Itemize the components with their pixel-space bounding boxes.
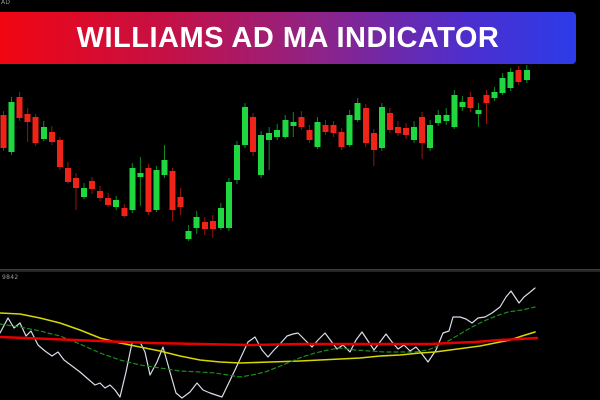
candle-up <box>475 110 482 114</box>
candle-up <box>443 115 450 121</box>
candle-down <box>56 140 63 167</box>
candle-up <box>225 182 232 228</box>
candle-up <box>499 78 506 93</box>
candle-up <box>153 170 160 210</box>
ma-signal-red-line <box>0 335 539 347</box>
candle-up <box>129 168 136 210</box>
candle-down <box>386 113 393 130</box>
candle-down <box>121 208 128 216</box>
candle-up <box>185 231 192 239</box>
candle-down <box>105 198 112 205</box>
candle-up <box>161 160 168 175</box>
banner-title-text: WILLIAMS AD MA INDICATOR <box>76 21 500 54</box>
candle-down <box>306 130 313 140</box>
candle-up <box>346 115 353 145</box>
candle-down <box>419 117 426 143</box>
candle-down <box>403 128 409 135</box>
candle-down <box>483 95 490 103</box>
candle-down <box>330 125 337 133</box>
candle-down <box>370 133 377 150</box>
title-banner: WILLIAMS AD MA INDICATOR <box>0 12 576 64</box>
candle-up <box>290 122 297 126</box>
candle-up <box>523 70 530 80</box>
candle-up <box>314 122 321 147</box>
candle-down <box>467 97 474 108</box>
candle-up <box>435 115 442 123</box>
candle-down <box>201 222 208 229</box>
candle-down <box>338 132 345 147</box>
candle-up <box>427 125 434 148</box>
candle-up <box>217 208 224 228</box>
candle-up <box>258 135 265 175</box>
candle-down <box>298 117 305 127</box>
candle-down <box>72 178 79 188</box>
candle-down <box>16 97 23 118</box>
candle-up <box>193 217 200 228</box>
candle-down <box>0 115 7 148</box>
candle-up <box>81 188 87 197</box>
candle-down <box>515 70 522 82</box>
candle-up <box>233 145 240 180</box>
candle-up <box>378 107 385 148</box>
chart-title-label: AD <box>1 0 11 6</box>
candle-down <box>145 168 152 212</box>
candle-up <box>459 102 466 107</box>
candle-up <box>507 72 514 88</box>
candle-down <box>48 132 55 142</box>
candle-up <box>282 120 289 137</box>
candle-down <box>64 168 71 182</box>
ma-fast-green-dotted-line <box>0 306 536 378</box>
candle-up <box>113 200 120 207</box>
ma-slow-yellow-line <box>0 312 536 364</box>
candle-down <box>209 221 216 229</box>
candle-down <box>177 197 184 207</box>
candle-down <box>322 125 329 132</box>
candle-down <box>394 127 401 133</box>
candle-up <box>491 92 498 98</box>
candle-down <box>362 108 369 143</box>
candle-down <box>89 181 96 189</box>
candle-up <box>242 107 248 145</box>
indicator-value-label: 9842 <box>2 274 19 281</box>
candle-down <box>32 117 39 143</box>
candle-up <box>451 95 458 127</box>
candle-up <box>411 127 418 140</box>
candle-up <box>8 102 15 152</box>
candle-up <box>40 127 47 139</box>
candle-down <box>250 117 257 152</box>
candle-down <box>97 191 104 198</box>
candle-up <box>354 103 361 120</box>
candle-down <box>169 171 176 210</box>
candle-up <box>137 173 144 177</box>
candle-down <box>24 114 31 122</box>
candle-up <box>266 133 273 140</box>
candle-up <box>274 130 281 137</box>
subwindow-divider <box>0 269 600 272</box>
